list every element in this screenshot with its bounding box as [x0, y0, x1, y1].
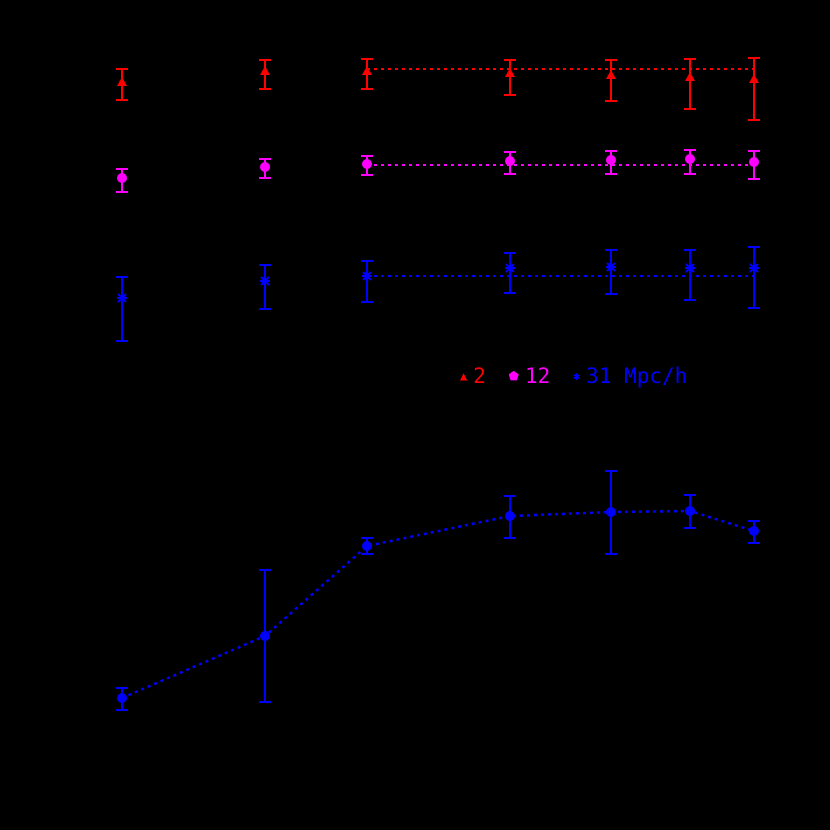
error-bar	[116, 276, 128, 342]
series-2	[116, 57, 760, 121]
error-bar	[748, 246, 760, 309]
asterisk-icon: ✱	[572, 369, 581, 383]
error-bar	[748, 57, 760, 121]
series-31-mpc-h	[116, 246, 760, 342]
legend-label-12: 12	[524, 364, 551, 388]
circle-marker	[685, 154, 695, 164]
asterisk-marker	[749, 263, 759, 273]
error-bar	[684, 249, 696, 301]
circle-marker	[505, 156, 515, 166]
triangle-marker	[505, 68, 515, 77]
error-bar	[504, 59, 516, 96]
circle-marker	[362, 541, 372, 551]
triangle-marker	[117, 77, 127, 86]
triangle-marker	[260, 66, 270, 75]
bottom-panel	[116, 470, 760, 711]
triangle-icon: ▲	[460, 369, 468, 383]
circle-marker	[749, 526, 759, 536]
circle-marker	[260, 162, 270, 172]
circle-marker	[362, 159, 372, 169]
legend-label-31: 31 Mpc/h	[586, 364, 688, 388]
circle-marker	[505, 511, 515, 521]
asterisk-marker	[606, 262, 616, 272]
circle-marker	[685, 506, 695, 516]
asterisk-marker	[505, 263, 515, 273]
circle-marker	[117, 693, 127, 703]
pentagon-icon: ⬟	[508, 369, 519, 383]
legend-label-2: 2	[473, 364, 486, 388]
asterisk-marker	[685, 263, 695, 273]
circle-marker	[606, 507, 616, 517]
circle-marker	[749, 157, 759, 167]
error-bar	[605, 59, 617, 102]
top-panel	[116, 57, 760, 342]
error-bar	[259, 264, 271, 310]
asterisk-marker	[362, 271, 372, 281]
asterisk-marker	[260, 276, 270, 286]
circle-marker	[117, 173, 127, 183]
series-line	[121, 509, 755, 700]
series-12	[116, 149, 760, 193]
series-bottom-series	[116, 470, 760, 711]
circle-marker	[260, 631, 270, 641]
circle-marker	[606, 155, 616, 165]
error-bar	[361, 260, 373, 303]
triangle-marker	[749, 74, 759, 83]
legend: ▲ 2 ⬟ 12 ✱ 31 Mpc/h	[458, 362, 695, 389]
triangle-marker	[685, 72, 695, 81]
error-bar	[684, 58, 696, 110]
triangle-marker	[362, 66, 372, 75]
triangle-marker	[606, 70, 616, 79]
asterisk-marker	[117, 293, 127, 303]
